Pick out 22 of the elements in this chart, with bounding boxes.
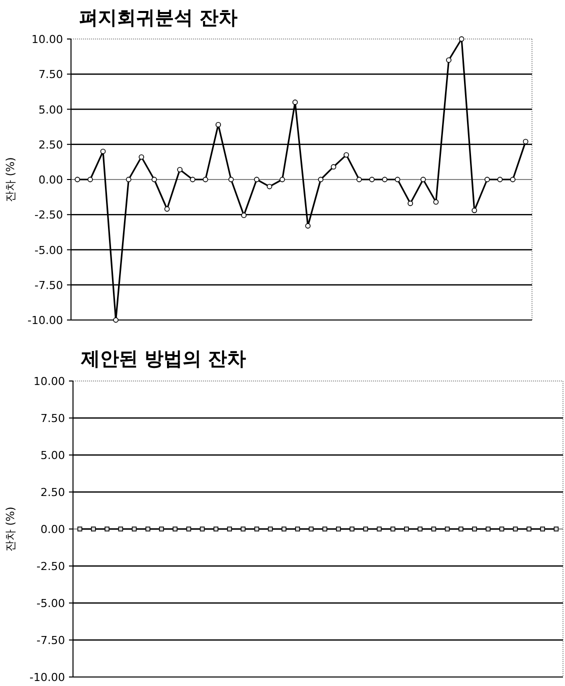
y-axis-title: 잔차 (%): [4, 506, 17, 552]
y-tick-label: -5.00: [34, 244, 63, 257]
y-tick-label: 10.00: [32, 33, 63, 46]
chart-title: 제안된 방법의 잔차: [80, 348, 246, 370]
y-tick-label: -10.00: [28, 314, 63, 327]
y-tick-label: 2.50: [38, 138, 63, 152]
y-tick-label: -7.50: [36, 634, 65, 647]
chart-title: 펴지회귀분석 잔차: [79, 7, 238, 29]
y-tick-label: 5.00: [40, 449, 65, 462]
y-tick-label: 5.00: [38, 103, 63, 116]
y-tick-label: -5.00: [36, 597, 65, 610]
y-tick-label: -2.50: [36, 560, 65, 573]
y-tick-label: 7.50: [40, 412, 65, 425]
y-tick-label: 0.00: [38, 174, 63, 186]
y-tick-label: 7.50: [38, 68, 63, 82]
y-tick-label: 2.50: [40, 486, 65, 499]
y-tick-label: -2.50: [34, 208, 63, 222]
y-tick-label: 0.00: [40, 523, 65, 536]
y-tick-label: -10.00: [30, 671, 65, 684]
y-axis-title: 잔차 (%): [4, 157, 17, 202]
y-tick-label: 10.00: [34, 375, 65, 388]
y-tick-label: -7.50: [34, 278, 63, 292]
